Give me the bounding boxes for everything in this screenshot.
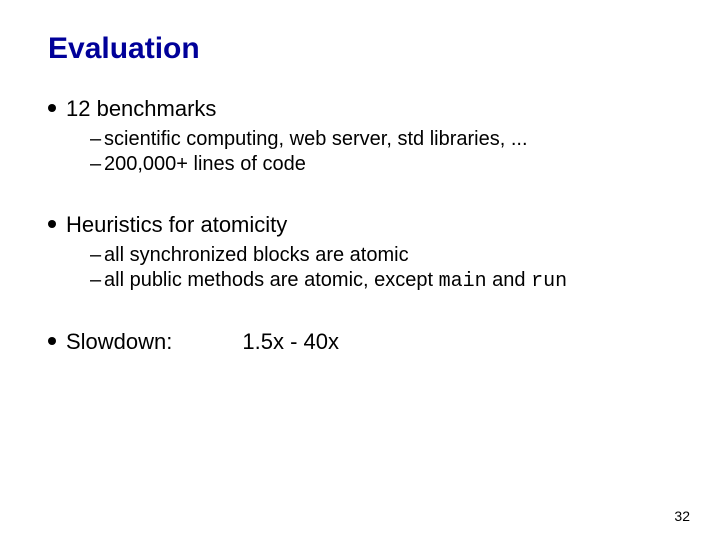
sub-item-text: all public methods are atomic, except ma… <box>104 269 567 291</box>
bullet-dot-icon <box>48 220 56 228</box>
dash-icon: – <box>90 153 104 176</box>
slowdown-value: 1.5x - 40x <box>242 329 339 354</box>
sub-item: –scientific computing, web server, std l… <box>90 128 680 151</box>
bullet-1: 12 benchmarks <box>48 96 680 122</box>
sub-item-text: scientific computing, web server, std li… <box>104 128 528 150</box>
bullet-dot-icon <box>48 104 56 112</box>
slide: Evaluation 12 benchmarks –scientific com… <box>0 0 720 540</box>
sub-item: –all public methods are atomic, except m… <box>90 269 680 293</box>
sub-item-text: 200,000+ lines of code <box>104 153 306 175</box>
sub-item: –200,000+ lines of code <box>90 153 680 176</box>
sub-item-text: all synchronized blocks are atomic <box>104 244 409 266</box>
dash-icon: – <box>90 244 104 267</box>
bullet-1-text: 12 benchmarks <box>66 96 216 121</box>
sub-item: –all synchronized blocks are atomic <box>90 244 680 267</box>
page-number: 32 <box>674 508 690 524</box>
bullet-2: Heuristics for atomicity <box>48 212 680 238</box>
slowdown-label: Slowdown: <box>66 329 172 354</box>
bullet-block-1: 12 benchmarks –scientific computing, web… <box>48 96 680 176</box>
dash-icon: – <box>90 128 104 151</box>
bullet-dot-icon <box>48 337 56 345</box>
bullet-1-sublist: –scientific computing, web server, std l… <box>90 128 680 176</box>
bullet-block-3: Slowdown: 1.5x - 40x <box>48 329 680 355</box>
bullet-2-text: Heuristics for atomicity <box>66 212 287 237</box>
bullet-3: Slowdown: 1.5x - 40x <box>48 329 680 355</box>
dash-icon: – <box>90 269 104 292</box>
slide-title: Evaluation <box>48 32 680 66</box>
bullet-2-sublist: –all synchronized blocks are atomic –all… <box>90 244 680 293</box>
bullet-block-2: Heuristics for atomicity –all synchroniz… <box>48 212 680 293</box>
